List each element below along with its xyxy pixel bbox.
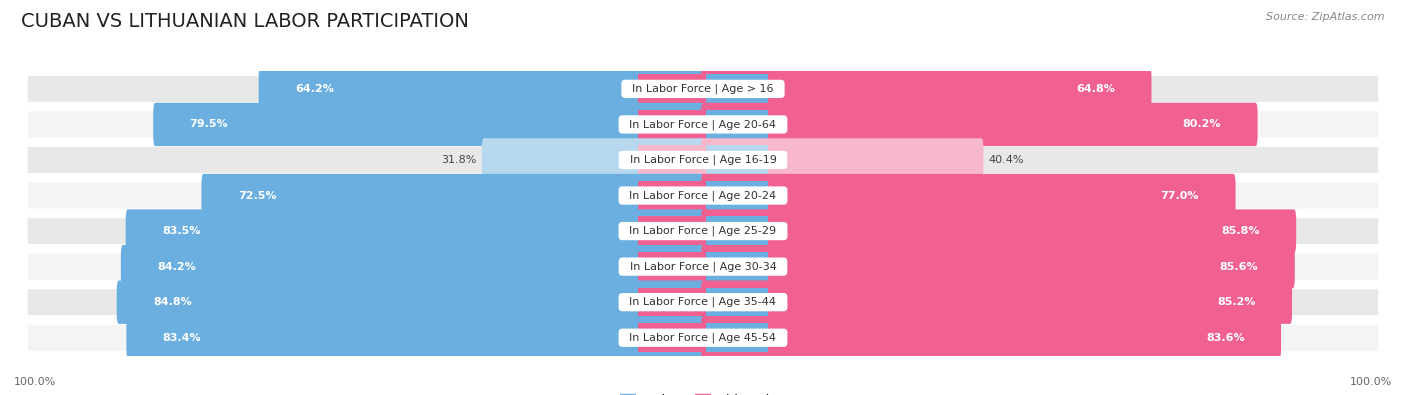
Text: In Labor Force | Age 25-29: In Labor Force | Age 25-29 bbox=[623, 226, 783, 236]
Text: 83.4%: 83.4% bbox=[163, 333, 201, 343]
Text: CUBAN VS LITHUANIAN LABOR PARTICIPATION: CUBAN VS LITHUANIAN LABOR PARTICIPATION bbox=[21, 12, 470, 31]
Text: In Labor Force | Age 20-24: In Labor Force | Age 20-24 bbox=[623, 190, 783, 201]
FancyBboxPatch shape bbox=[28, 325, 1378, 351]
FancyBboxPatch shape bbox=[702, 103, 1257, 146]
Text: In Labor Force | Age 45-54: In Labor Force | Age 45-54 bbox=[623, 333, 783, 343]
FancyBboxPatch shape bbox=[259, 67, 704, 111]
Text: 85.2%: 85.2% bbox=[1218, 297, 1256, 307]
FancyBboxPatch shape bbox=[28, 147, 1378, 173]
Text: 64.2%: 64.2% bbox=[295, 84, 335, 94]
Legend: Cuban, Lithuanian: Cuban, Lithuanian bbox=[614, 389, 792, 395]
FancyBboxPatch shape bbox=[637, 323, 706, 352]
FancyBboxPatch shape bbox=[28, 254, 1378, 280]
FancyBboxPatch shape bbox=[125, 209, 704, 253]
Text: 40.4%: 40.4% bbox=[988, 155, 1024, 165]
Text: In Labor Force | Age 30-34: In Labor Force | Age 30-34 bbox=[623, 261, 783, 272]
Text: 85.8%: 85.8% bbox=[1222, 226, 1260, 236]
FancyBboxPatch shape bbox=[637, 288, 706, 317]
Text: 31.8%: 31.8% bbox=[441, 155, 477, 165]
Text: 77.0%: 77.0% bbox=[1160, 190, 1199, 201]
FancyBboxPatch shape bbox=[201, 174, 704, 217]
FancyBboxPatch shape bbox=[28, 182, 1378, 209]
FancyBboxPatch shape bbox=[702, 138, 983, 182]
FancyBboxPatch shape bbox=[637, 252, 706, 281]
FancyBboxPatch shape bbox=[637, 145, 706, 175]
FancyBboxPatch shape bbox=[637, 74, 706, 103]
FancyBboxPatch shape bbox=[637, 216, 706, 246]
FancyBboxPatch shape bbox=[700, 145, 769, 175]
Text: 84.8%: 84.8% bbox=[153, 297, 193, 307]
Text: 64.8%: 64.8% bbox=[1076, 84, 1115, 94]
FancyBboxPatch shape bbox=[700, 181, 769, 210]
FancyBboxPatch shape bbox=[700, 288, 769, 317]
Text: 85.6%: 85.6% bbox=[1219, 261, 1258, 272]
FancyBboxPatch shape bbox=[702, 67, 1152, 111]
FancyBboxPatch shape bbox=[482, 138, 704, 182]
Text: In Labor Force | Age 16-19: In Labor Force | Age 16-19 bbox=[623, 155, 783, 165]
Text: Source: ZipAtlas.com: Source: ZipAtlas.com bbox=[1267, 12, 1385, 22]
FancyBboxPatch shape bbox=[700, 110, 769, 139]
Text: 84.2%: 84.2% bbox=[157, 261, 195, 272]
FancyBboxPatch shape bbox=[117, 280, 704, 324]
FancyBboxPatch shape bbox=[702, 316, 1281, 359]
FancyBboxPatch shape bbox=[702, 209, 1296, 253]
FancyBboxPatch shape bbox=[637, 181, 706, 210]
FancyBboxPatch shape bbox=[700, 216, 769, 246]
FancyBboxPatch shape bbox=[127, 316, 704, 359]
Text: In Labor Force | Age 35-44: In Labor Force | Age 35-44 bbox=[623, 297, 783, 307]
Text: In Labor Force | Age > 16: In Labor Force | Age > 16 bbox=[626, 84, 780, 94]
FancyBboxPatch shape bbox=[702, 174, 1236, 217]
FancyBboxPatch shape bbox=[121, 245, 704, 288]
Text: 72.5%: 72.5% bbox=[238, 190, 277, 201]
Text: 80.2%: 80.2% bbox=[1182, 119, 1220, 130]
FancyBboxPatch shape bbox=[700, 323, 769, 352]
Text: 100.0%: 100.0% bbox=[14, 377, 56, 387]
FancyBboxPatch shape bbox=[28, 289, 1378, 315]
FancyBboxPatch shape bbox=[28, 111, 1378, 137]
Text: 83.6%: 83.6% bbox=[1206, 333, 1244, 343]
Text: 83.5%: 83.5% bbox=[162, 226, 201, 236]
Text: 79.5%: 79.5% bbox=[190, 119, 228, 130]
FancyBboxPatch shape bbox=[702, 280, 1292, 324]
FancyBboxPatch shape bbox=[702, 245, 1295, 288]
FancyBboxPatch shape bbox=[700, 252, 769, 281]
Text: 100.0%: 100.0% bbox=[1350, 377, 1392, 387]
FancyBboxPatch shape bbox=[28, 218, 1378, 244]
FancyBboxPatch shape bbox=[637, 110, 706, 139]
FancyBboxPatch shape bbox=[28, 76, 1378, 102]
FancyBboxPatch shape bbox=[153, 103, 704, 146]
Text: In Labor Force | Age 20-64: In Labor Force | Age 20-64 bbox=[623, 119, 783, 130]
FancyBboxPatch shape bbox=[700, 74, 769, 103]
